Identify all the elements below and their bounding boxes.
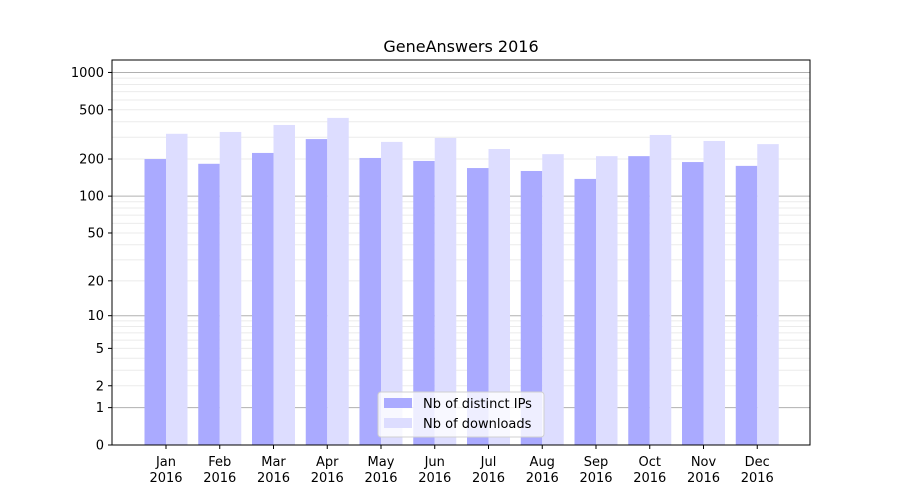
bar-downloads [649, 134, 672, 445]
x-tick-label: Aug [530, 455, 555, 470]
bar-distinct-ips [682, 162, 704, 445]
bar-distinct-ips [413, 160, 435, 446]
bar-distinct-ips [467, 168, 489, 445]
bar-distinct-ips [144, 159, 166, 446]
y-axis: 0 1 2 5 10 20 50 100 200 500 1000 [71, 66, 112, 454]
x-tick-label: Apr [316, 455, 339, 470]
x-tick-label: 2016 [257, 471, 290, 486]
x-tick-label: 2016 [364, 471, 397, 486]
y-tick-label: 10 [87, 309, 104, 324]
y-tick-label: 500 [79, 103, 104, 118]
x-tick-label: Feb [208, 455, 231, 470]
bar-downloads [596, 156, 618, 445]
bar-distinct-ips [520, 170, 543, 445]
bar-distinct-ips [735, 165, 758, 445]
x-tick-label: May [368, 455, 395, 470]
legend-box [377, 391, 545, 438]
x-tick-label: Sep [584, 455, 609, 470]
x-tick-label: 2016 [526, 471, 559, 486]
bar-downloads [273, 124, 295, 445]
y-tick-label: 1000 [71, 66, 104, 81]
plot-frame [111, 59, 811, 446]
x-tick-label: 2016 [203, 471, 236, 486]
bar-distinct-ips [574, 178, 596, 445]
x-tick-label: Jun [424, 455, 445, 470]
bar-downloads [381, 141, 403, 445]
legend-swatch [384, 398, 412, 408]
bar-distinct-ips [252, 152, 274, 446]
x-tick-label: 2016 [741, 471, 774, 486]
x-tick-label: Jul [480, 455, 497, 470]
bar-downloads [703, 140, 725, 445]
y-tick-label: 0 [96, 439, 104, 454]
bar-downloads [757, 144, 779, 445]
bar-distinct-ips [359, 157, 381, 445]
x-tick-label: Mar [261, 455, 286, 470]
chart-title: GeneAnswers 2016 [383, 37, 538, 56]
x-tick-label: 2016 [579, 471, 612, 486]
x-tick-label: Nov [691, 455, 717, 470]
y-tick-label: 1 [96, 401, 104, 416]
y-tick-label: 5 [96, 342, 104, 357]
bar-distinct-ips [198, 163, 220, 445]
x-tick-label: Dec [745, 455, 770, 470]
bar-distinct-ips [628, 156, 650, 445]
x-tick-label: 2016 [418, 471, 451, 486]
y-tick-label: 200 [79, 153, 104, 168]
x-tick-label: 2016 [687, 471, 720, 486]
y-tick-label: 100 [79, 190, 104, 205]
legend-swatch [384, 418, 412, 428]
x-tick-label: Oct [639, 455, 661, 470]
bars [144, 117, 779, 446]
bar-downloads [327, 117, 349, 445]
bar-downloads [542, 154, 564, 445]
legend-label: Nb of distinct IPs [423, 397, 532, 412]
x-tick-label: Jan [155, 455, 176, 470]
x-tick-label: 2016 [311, 471, 344, 486]
x-tick-label: 2016 [149, 471, 182, 486]
legend: Nb of distinct IPs Nb of downloads [377, 391, 545, 438]
bar-distinct-ips [305, 139, 328, 445]
bar-downloads [488, 149, 510, 445]
bar-downloads [166, 133, 188, 445]
y-tick-label: 20 [87, 274, 104, 289]
bar-downloads [219, 131, 242, 445]
legend-label: Nb of downloads [423, 417, 532, 432]
x-tick-label: 2016 [633, 471, 666, 486]
x-axis: Jan2016Feb2016Mar2016Apr2016May2016Jun20… [149, 445, 774, 486]
bar-downloads [434, 137, 457, 445]
y-tick-label: 50 [87, 226, 104, 241]
y-tick-label: 2 [96, 379, 104, 394]
x-tick-label: 2016 [472, 471, 505, 486]
